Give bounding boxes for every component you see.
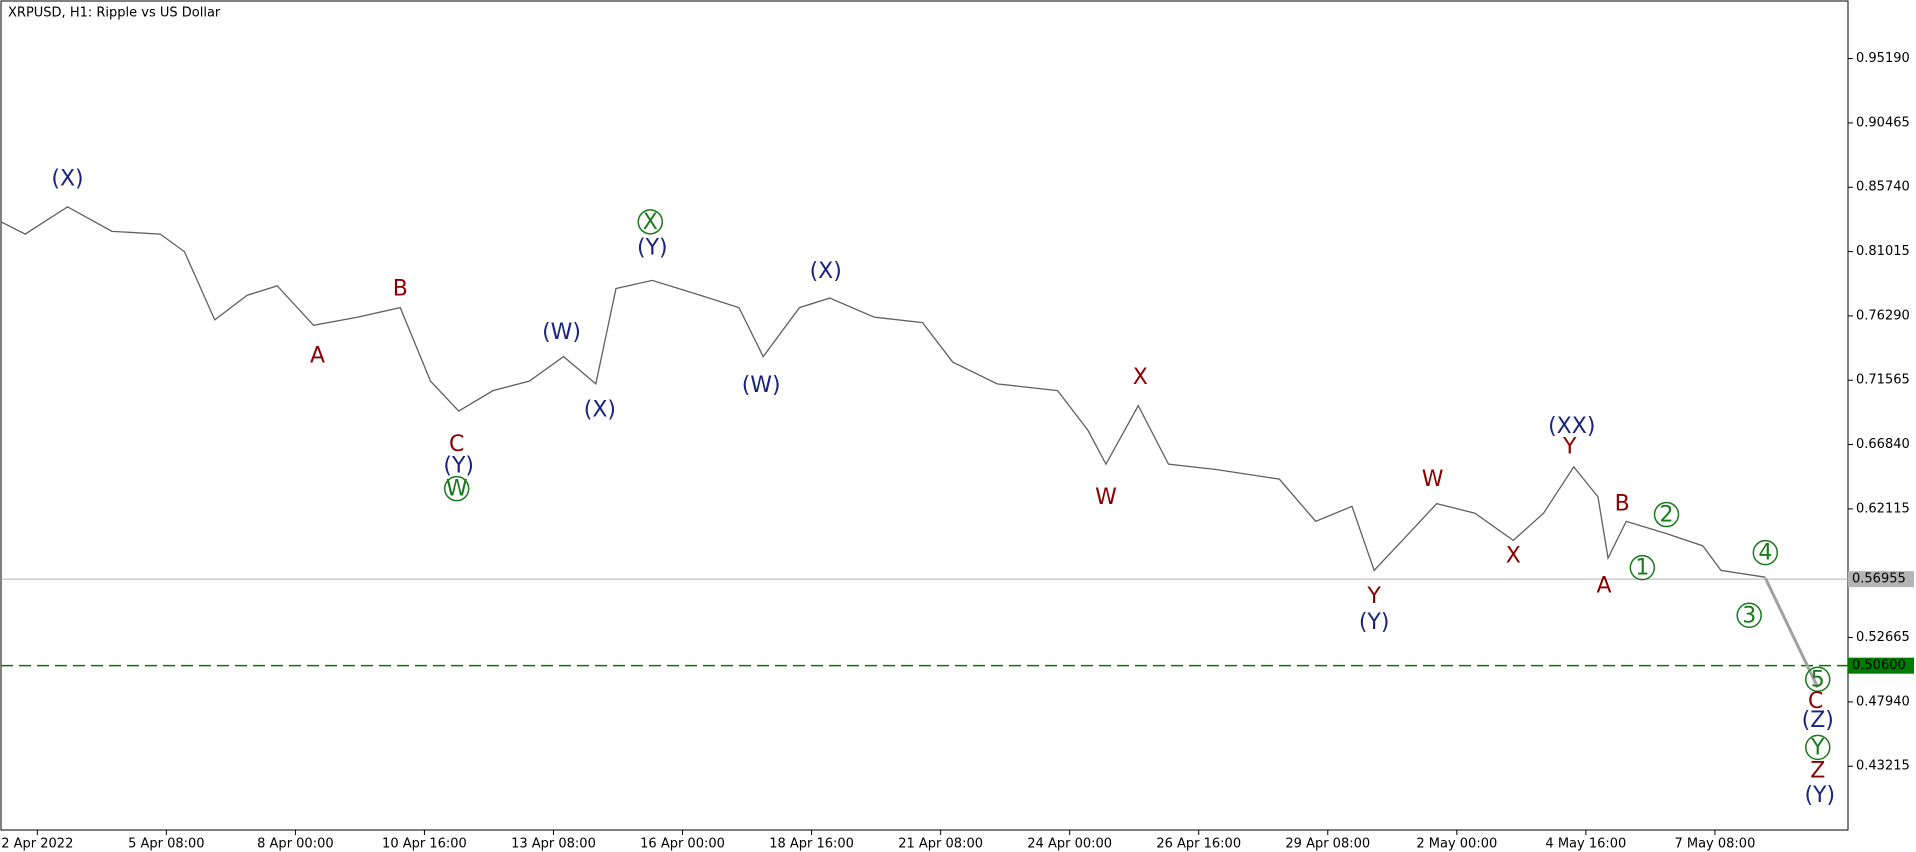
- wave-label: A: [310, 343, 325, 368]
- wave-label: 4: [1758, 541, 1772, 566]
- wave-circle: [1653, 501, 1680, 528]
- wave-label: X: [643, 210, 658, 235]
- y-tick-label: 0.47940: [1856, 694, 1910, 709]
- x-tick-label: 24 Apr 00:00: [1027, 837, 1112, 852]
- plot-frame: [0, 0, 1849, 831]
- x-tick-label: 2 May 00:00: [1416, 837, 1497, 852]
- x-tick-label: 26 Apr 16:00: [1156, 837, 1241, 852]
- price-level-box: [1848, 571, 1914, 588]
- x-tick-label: 8 Apr 00:00: [257, 837, 334, 852]
- y-tick-label: 0.90465: [1856, 115, 1910, 130]
- price-level-label: 0.50600: [1852, 658, 1906, 673]
- wave-circle: [1805, 666, 1831, 693]
- wave-label: (Y): [637, 236, 668, 261]
- x-tick-label: 4 May 16:00: [1545, 837, 1626, 852]
- x-tick-label: 2 Apr 2022: [1, 837, 73, 852]
- wave-label: Y: [1810, 735, 1825, 760]
- projection-line: [1763, 577, 1820, 689]
- wave-label: B: [1615, 492, 1630, 517]
- wave-label: C: [1808, 689, 1823, 714]
- y-tick-label: 0.62115: [1856, 501, 1910, 516]
- wave-label: 3: [1742, 603, 1756, 628]
- wave-label: (Y): [443, 454, 474, 479]
- wave-label: (X): [810, 259, 842, 284]
- y-tick-label: 0.43215: [1856, 759, 1910, 774]
- x-tick-label: 10 Apr 16:00: [382, 837, 467, 852]
- wave-circle: [1736, 602, 1762, 629]
- wave-label: 2: [1660, 503, 1674, 528]
- x-tick-label: 13 Apr 08:00: [511, 837, 596, 852]
- y-tick-label: 0.52665: [1856, 630, 1910, 645]
- x-tick-label: 18 Apr 16:00: [769, 837, 854, 852]
- wave-label: 5: [1811, 667, 1825, 692]
- wave-label: W: [1095, 485, 1117, 510]
- wave-label: (X): [584, 398, 616, 423]
- wave-label: Y: [1562, 434, 1577, 459]
- x-tick-label: 16 Apr 00:00: [640, 837, 725, 852]
- wave-label: W: [1422, 467, 1444, 492]
- x-tick-label: 29 Apr 08:00: [1285, 837, 1370, 852]
- wave-label: X: [1133, 365, 1148, 390]
- wave-label: 1: [1635, 556, 1649, 581]
- wave-label: Y: [1366, 584, 1381, 609]
- wave-label: (W): [542, 320, 581, 345]
- chart-title: XRPUSD, H1: Ripple vs US Dollar: [8, 6, 221, 21]
- wave-label: W: [446, 477, 468, 502]
- wave-label: X: [1506, 543, 1521, 568]
- x-tick-label: 5 Apr 08:00: [128, 837, 205, 852]
- wave-circle: [1805, 734, 1831, 761]
- wave-label: (Y): [1804, 783, 1835, 808]
- wave-label: A: [1596, 573, 1611, 598]
- wave-label: (Y): [1359, 610, 1390, 635]
- wave-label: (XX): [1548, 414, 1595, 439]
- y-tick-label: 0.66840: [1856, 437, 1910, 452]
- price-level-label: 0.56955: [1852, 572, 1906, 587]
- wave-label: (Z): [1802, 708, 1834, 733]
- wave-circle: [443, 475, 470, 502]
- y-tick-label: 0.95190: [1856, 51, 1910, 66]
- x-tick-label: 21 Apr 08:00: [898, 837, 983, 852]
- wave-label: (X): [51, 166, 83, 191]
- y-tick-label: 0.76290: [1856, 308, 1910, 323]
- y-tick-label: 0.81015: [1856, 244, 1910, 259]
- wave-label: C: [449, 432, 464, 457]
- wave-circle: [637, 209, 664, 235]
- wave-circle: [1629, 554, 1656, 581]
- x-tick-label: 7 May 08:00: [1674, 837, 1755, 852]
- wave-label: Z: [1810, 759, 1825, 784]
- wave-label: (W): [742, 373, 781, 398]
- wave-circle: [1752, 539, 1779, 566]
- y-tick-label: 0.71565: [1856, 373, 1910, 388]
- price-line: [0, 206, 1766, 578]
- wave-label: B: [393, 277, 408, 302]
- y-tick-label: 0.85740: [1856, 180, 1910, 195]
- price-level-box: [1848, 657, 1914, 674]
